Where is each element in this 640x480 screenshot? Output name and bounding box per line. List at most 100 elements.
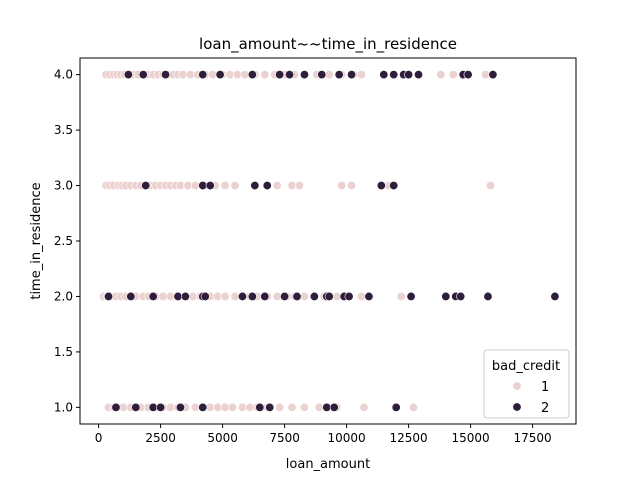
data-point-series-2 — [389, 181, 399, 191]
data-point-series-1 — [208, 70, 218, 80]
data-point-series-1 — [272, 181, 282, 191]
data-point-series-2 — [156, 402, 166, 412]
data-point-series-2 — [175, 402, 185, 412]
data-point-series-1 — [175, 181, 185, 191]
data-point-series-1 — [220, 181, 230, 191]
x-tick-label: 0 — [95, 431, 103, 445]
data-point-series-2 — [344, 291, 354, 301]
legend-marker-1 — [512, 381, 522, 391]
data-point-series-2 — [364, 291, 374, 301]
data-point-series-2 — [141, 181, 151, 191]
data-point-series-2 — [215, 70, 225, 80]
data-point-series-2 — [161, 70, 171, 80]
data-point-series-2 — [180, 291, 190, 301]
data-point-series-2 — [550, 291, 560, 301]
data-point-series-2 — [324, 291, 334, 301]
data-point-series-2 — [198, 70, 208, 80]
y-axis-label: time_in_residence — [29, 182, 44, 299]
data-point-series-2 — [347, 70, 357, 80]
data-point-series-2 — [488, 70, 498, 80]
data-point-series-1 — [237, 402, 247, 412]
data-point-series-1 — [178, 70, 188, 80]
data-point-series-2 — [285, 70, 295, 80]
data-point-series-2 — [111, 402, 121, 412]
chart-title: loan_amount~~time_in_residence — [199, 35, 457, 54]
data-point-series-2 — [309, 291, 319, 301]
data-point-series-2 — [200, 291, 210, 301]
data-point-series-2 — [334, 70, 344, 80]
data-point-series-2 — [280, 291, 290, 301]
data-point-series-2 — [126, 291, 136, 301]
legend-box — [483, 349, 570, 419]
data-point-series-1 — [213, 291, 223, 301]
data-point-series-1 — [287, 402, 297, 412]
data-point-series-2 — [391, 402, 401, 412]
x-tick-label: 12500 — [390, 431, 428, 445]
data-point-series-1 — [158, 291, 168, 301]
data-point-series-2 — [406, 291, 416, 301]
y-tick-label: 1.5 — [54, 345, 73, 359]
data-point-series-2 — [247, 291, 257, 301]
data-point-series-1 — [230, 181, 240, 191]
data-point-series-2 — [456, 291, 466, 301]
data-point-series-2 — [198, 402, 208, 412]
legend-label-2: 2 — [541, 401, 549, 416]
data-point-series-2 — [260, 291, 270, 301]
data-point-series-2 — [389, 70, 399, 80]
data-point-series-2 — [131, 402, 141, 412]
data-point-series-1 — [409, 402, 419, 412]
data-point-series-2 — [205, 181, 215, 191]
x-tick-label: 7500 — [269, 431, 300, 445]
data-point-series-2 — [317, 70, 327, 80]
data-point-series-2 — [275, 70, 285, 80]
data-point-series-1 — [480, 70, 490, 80]
data-point-series-1 — [448, 70, 458, 80]
data-point-series-2 — [148, 291, 158, 301]
data-points — [99, 70, 560, 412]
x-tick-label: 15000 — [452, 431, 490, 445]
y-axis-ticks: 1.0 1.5 2.0 2.5 3.0 3.5 4.0 — [54, 68, 80, 414]
data-point-series-2 — [265, 402, 275, 412]
y-tick-label: 1.0 — [54, 400, 73, 414]
data-point-series-2 — [292, 291, 302, 301]
data-point-series-2 — [148, 402, 158, 412]
data-point-series-1 — [183, 181, 193, 191]
data-point-series-1 — [220, 402, 230, 412]
data-point-series-1 — [166, 291, 176, 301]
data-point-series-2 — [262, 181, 272, 191]
data-point-series-1 — [314, 402, 324, 412]
data-point-series-2 — [123, 70, 133, 80]
data-point-series-2 — [483, 291, 493, 301]
data-point-series-1 — [228, 402, 238, 412]
data-point-series-2 — [463, 70, 473, 80]
data-point-series-2 — [299, 70, 309, 80]
data-point-series-2 — [255, 402, 265, 412]
data-point-series-1 — [245, 402, 255, 412]
data-point-series-1 — [220, 291, 230, 301]
data-point-series-2 — [329, 402, 339, 412]
data-point-series-1 — [299, 291, 309, 301]
data-point-series-1 — [485, 181, 495, 191]
data-point-series-1 — [347, 181, 357, 191]
data-point-series-2 — [198, 181, 208, 191]
data-point-series-2 — [138, 70, 148, 80]
x-axis-label: loan_amount — [286, 457, 370, 472]
data-point-series-1 — [356, 70, 366, 80]
x-tick-label: 5000 — [207, 431, 238, 445]
data-point-series-1 — [272, 291, 282, 301]
y-tick-label: 2.5 — [54, 234, 73, 248]
data-point-series-2 — [404, 70, 414, 80]
data-point-series-2 — [379, 70, 389, 80]
data-point-series-2 — [237, 291, 247, 301]
data-point-series-1 — [205, 402, 215, 412]
data-point-series-1 — [225, 70, 235, 80]
x-tick-label: 10000 — [328, 431, 366, 445]
data-point-series-1 — [275, 402, 285, 412]
data-point-series-1 — [396, 291, 406, 301]
data-point-series-1 — [185, 70, 195, 80]
data-point-series-1 — [240, 70, 250, 80]
data-point-series-1 — [232, 70, 242, 80]
data-point-series-2 — [247, 70, 257, 80]
legend-title: bad_credit — [492, 359, 560, 374]
x-tick-label: 2500 — [145, 431, 176, 445]
